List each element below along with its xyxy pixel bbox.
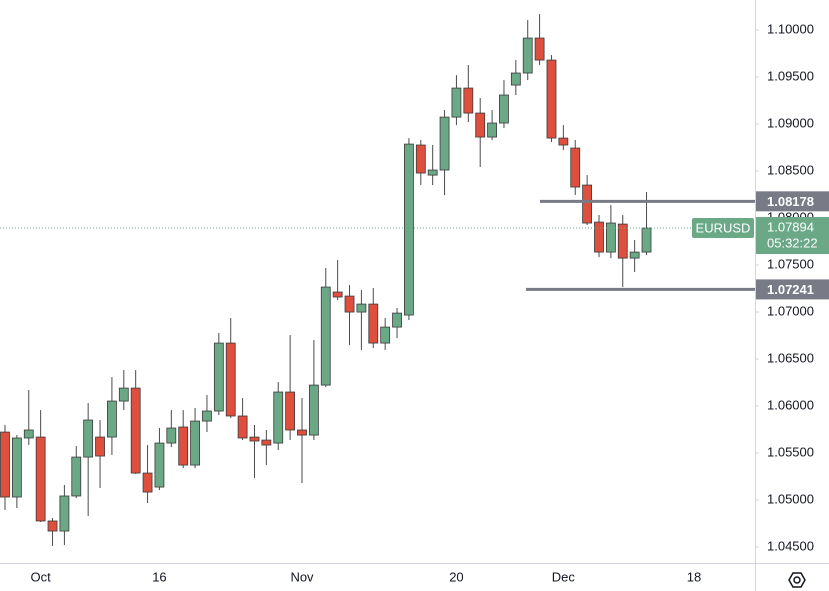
candle-body	[273, 391, 284, 444]
candle-body	[308, 384, 319, 436]
candle-body	[285, 391, 296, 431]
y-tick-label: 1.06000	[767, 397, 814, 412]
candle-body	[118, 387, 129, 402]
y-tick-label: 1.07500	[767, 256, 814, 271]
y-tick-label: 1.10000	[767, 22, 814, 37]
candle-body	[130, 387, 141, 474]
candle-body	[404, 143, 414, 316]
candle-body	[463, 87, 474, 114]
y-tick-label: 1.05000	[767, 491, 814, 506]
candle-body	[83, 419, 94, 458]
candle-body	[320, 286, 331, 386]
level-label: 1.07241	[767, 282, 814, 297]
y-tick-label: 1.09500	[767, 69, 814, 84]
candle-body	[558, 137, 569, 146]
candle-body	[213, 342, 224, 412]
candle-body	[261, 439, 272, 446]
y-tick-label: 1.08500	[767, 162, 814, 177]
candle-body	[617, 223, 628, 259]
level-label-box	[756, 279, 829, 300]
candle-body	[522, 37, 533, 74]
x-tick-label: 18	[687, 569, 701, 584]
candle-body	[534, 37, 545, 61]
candle-body	[47, 520, 58, 532]
candle-body	[95, 436, 105, 457]
last-price-label: 1.07894	[767, 219, 814, 234]
candle-body	[71, 456, 82, 497]
level-label-box	[756, 191, 829, 212]
candle-body	[11, 437, 22, 498]
candle-body	[344, 295, 355, 313]
countdown-label: 05:32:22	[767, 235, 818, 250]
settings-icon[interactable]	[788, 572, 806, 588]
candle-body	[546, 59, 557, 139]
candle-body	[487, 122, 497, 138]
candle-body	[439, 116, 450, 171]
candle-body	[23, 429, 34, 439]
candle-body	[629, 251, 640, 259]
candle-body	[427, 169, 438, 176]
candle-body	[190, 420, 200, 466]
candle-body	[415, 144, 426, 174]
symbol-box	[692, 218, 754, 239]
candle-body	[202, 410, 212, 422]
candle-body	[605, 222, 616, 253]
last-price-box	[756, 217, 829, 255]
candle-body	[0, 431, 10, 498]
candle-body	[451, 87, 462, 118]
candle-body	[594, 221, 604, 253]
candle-body	[35, 436, 46, 522]
candle-body	[641, 227, 652, 253]
x-tick-label: Dec	[552, 569, 576, 584]
candle-body	[368, 303, 379, 344]
candle-body	[166, 427, 177, 444]
settings-hexagon	[788, 572, 806, 588]
candle-body	[332, 291, 343, 298]
candle-body	[499, 94, 509, 124]
candle-body	[582, 184, 593, 224]
y-tick-label: 1.09000	[767, 116, 814, 131]
candle-body	[59, 495, 70, 532]
x-tick-label: 16	[152, 569, 166, 584]
candle-body	[510, 72, 521, 86]
symbol-label: EURUSD	[696, 220, 751, 235]
y-tick-label: 1.04500	[767, 538, 814, 553]
candle-body	[570, 147, 581, 188]
candle-body	[154, 442, 165, 488]
candle-body	[107, 400, 117, 438]
candle-body	[356, 303, 367, 313]
candle-body	[380, 326, 391, 344]
settings-dot	[793, 576, 801, 584]
x-tick-label: Oct	[31, 569, 52, 584]
x-tick-label: 20	[449, 569, 463, 584]
y-tick-label: 1.07000	[767, 303, 814, 318]
y-tick-label: 1.06500	[767, 350, 814, 365]
candle-body	[225, 342, 236, 417]
candle-body	[392, 312, 402, 328]
y-tick-label: 1.05500	[767, 444, 814, 459]
candle-body	[237, 415, 248, 439]
level-label: 1.08178	[767, 194, 814, 209]
candle-body	[142, 472, 153, 493]
candle-body	[178, 426, 189, 466]
candle-body	[297, 429, 307, 436]
x-tick-label: Nov	[290, 569, 314, 584]
candle-body	[475, 112, 486, 138]
candle-body	[249, 436, 260, 442]
